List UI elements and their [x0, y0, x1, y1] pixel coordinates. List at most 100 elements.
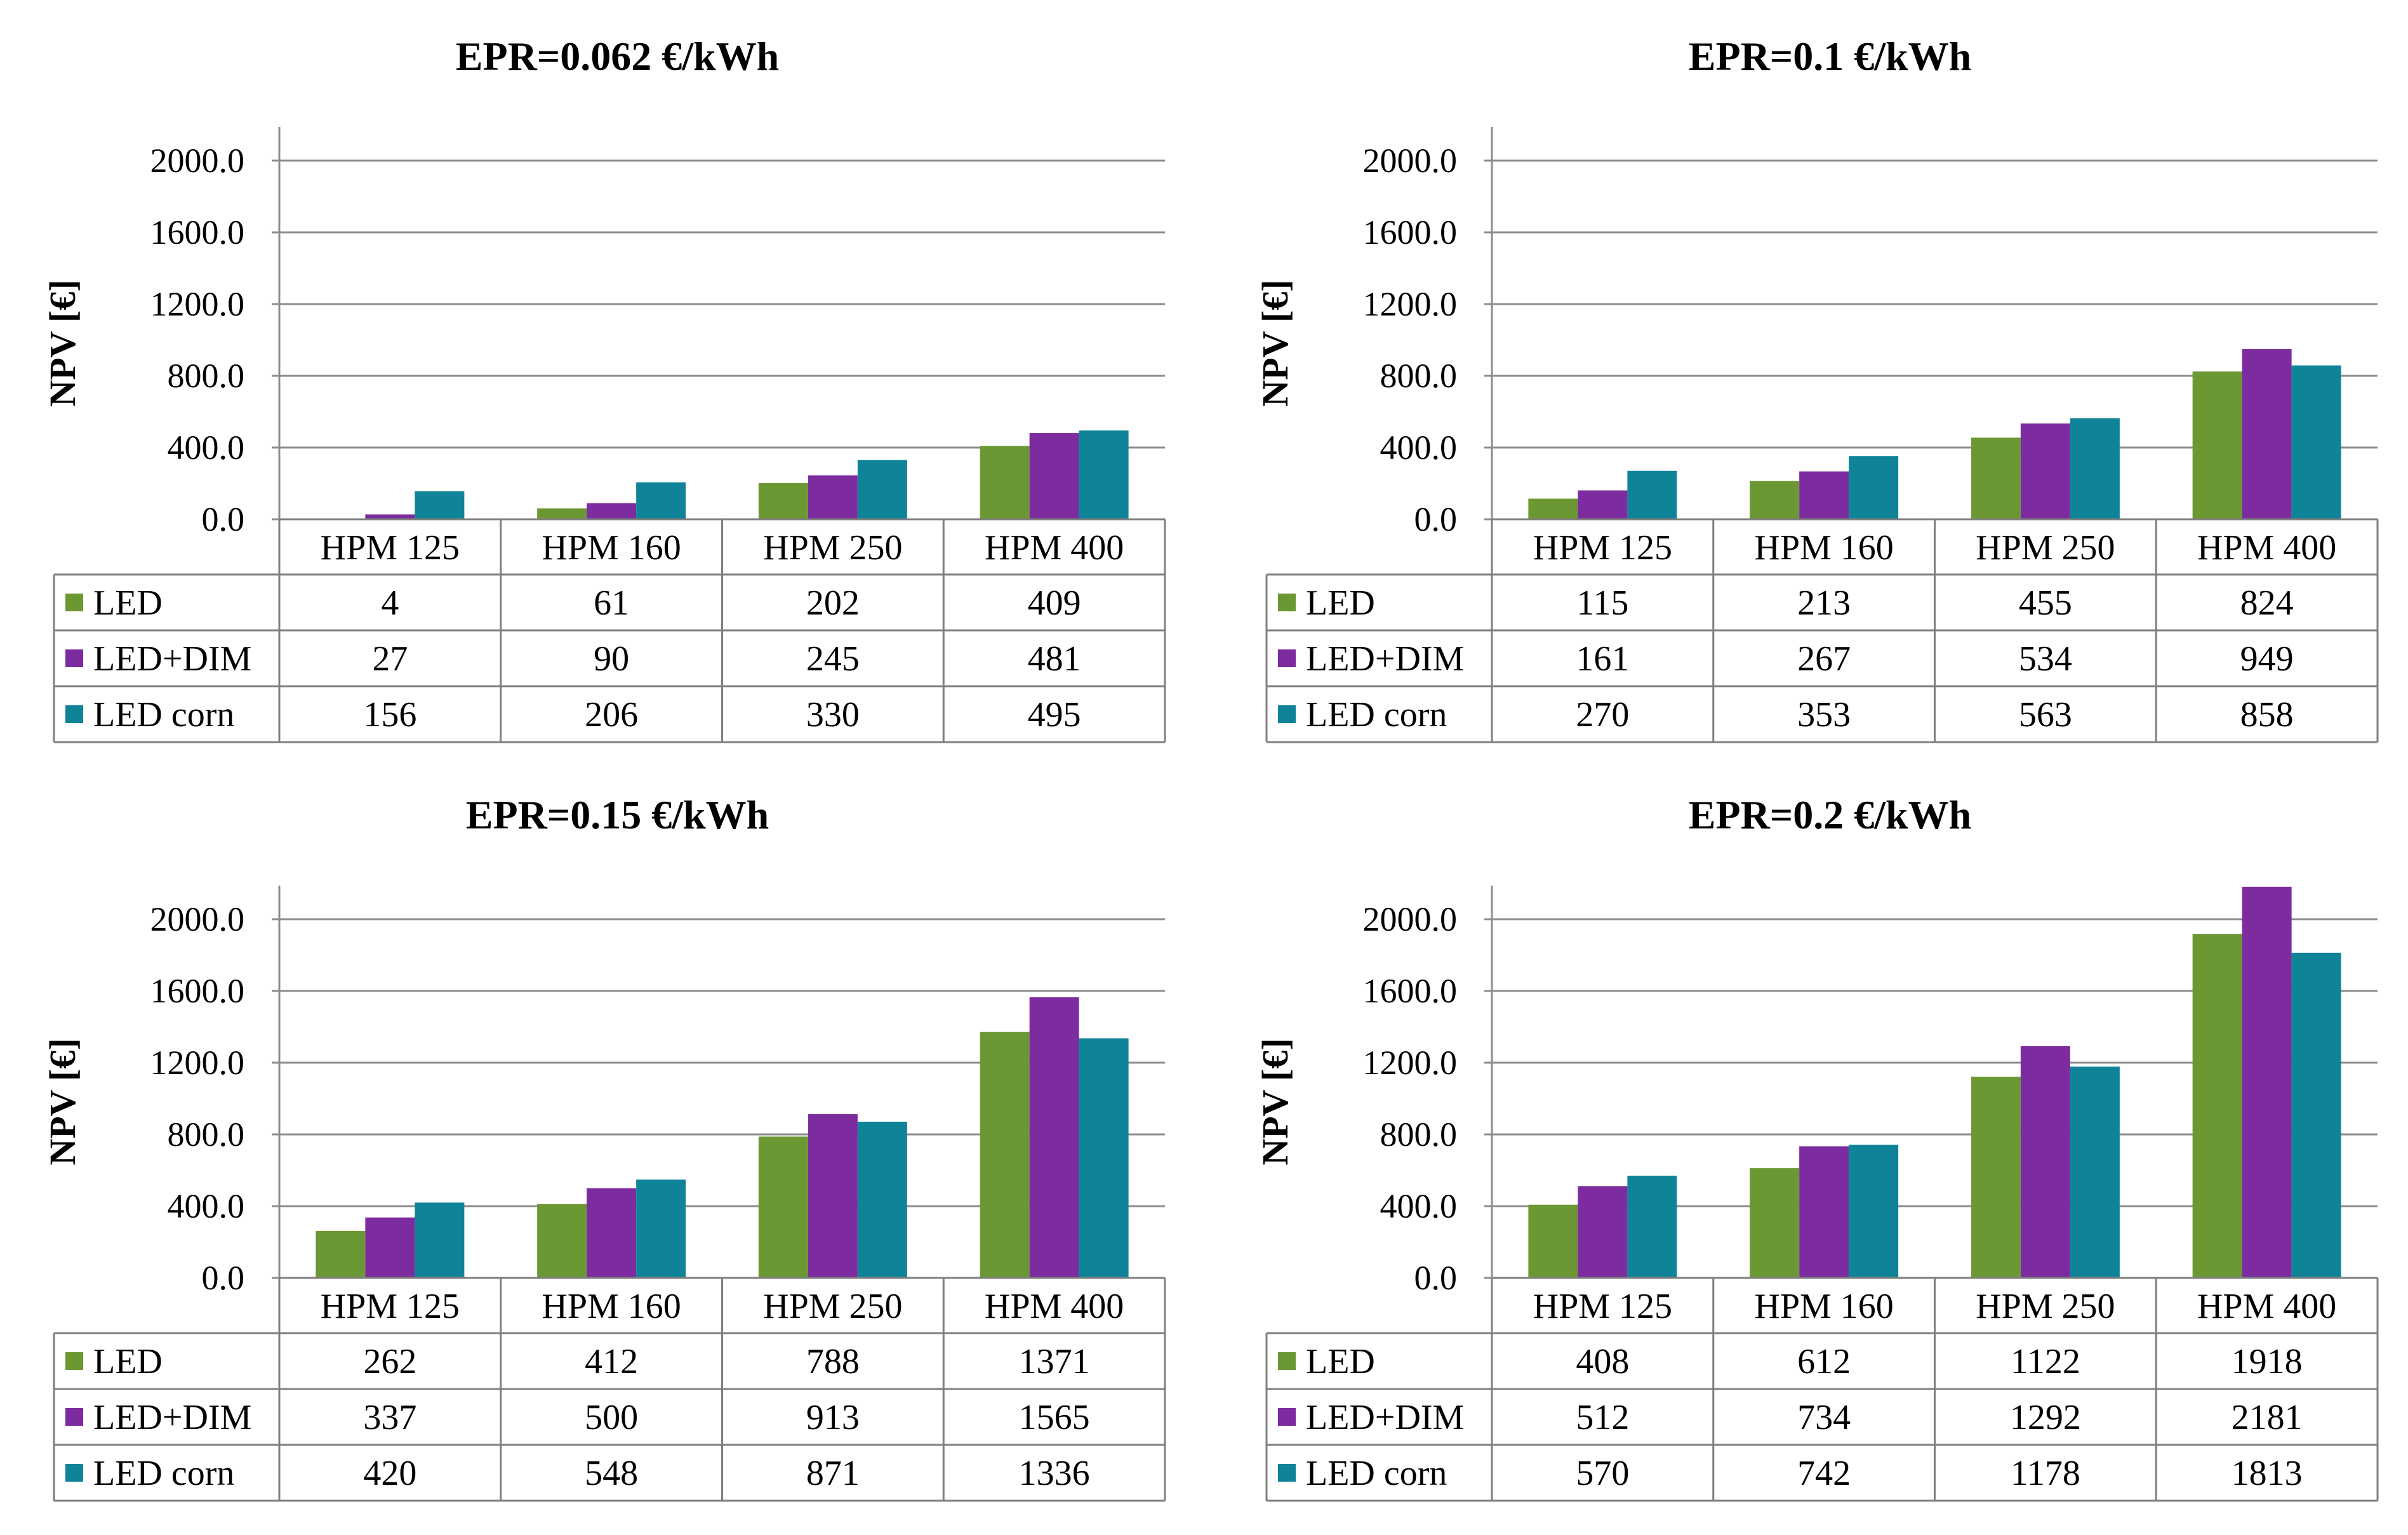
data-table-value: 61: [594, 583, 629, 623]
data-table-value: 267: [1797, 639, 1851, 679]
bar-led-2: [537, 1204, 587, 1278]
data-table-value: 337: [363, 1398, 416, 1437]
chart-panel-4: EPR=0.2 €/kWh NPV [€] 0.0 400.0 800.0 1200.0 1…: [1254, 792, 2379, 1502]
x-category-label: HPM 125: [321, 528, 460, 568]
bar-led-corn-4: [1079, 430, 1129, 519]
data-table-value: 412: [585, 1342, 638, 1381]
data-table-value: 788: [806, 1342, 860, 1381]
x-category-label: HPM 160: [1754, 1287, 1893, 1326]
x-category-label: HPM 400: [985, 1287, 1124, 1326]
bar-led-1: [1528, 498, 1578, 519]
data-table-value: 1178: [2011, 1454, 2080, 1493]
y-tick-label: 2000.0: [1363, 142, 1458, 180]
data-table-value: 1565: [1019, 1398, 1090, 1437]
y-axis-label: NPV [€]: [42, 279, 83, 406]
x-category-label: HPM 160: [1754, 528, 1893, 568]
data-table-value: 1918: [2232, 1342, 2303, 1381]
chart-title: EPR=0.2 €/kWh: [1689, 792, 1971, 837]
bar-led-3: [758, 1136, 808, 1278]
data-table-value: 262: [363, 1342, 416, 1381]
legend-label: LED: [93, 583, 163, 623]
chart-title: EPR=0.1 €/kWh: [1689, 34, 1971, 79]
y-tick-label: 1600.0: [150, 972, 245, 1010]
chart-panel-1: EPR=0.062 €/kWh NPV [€] 0.0 400.0 800.0 1200.…: [42, 34, 1166, 743]
bar-led-corn-3: [2070, 1067, 2120, 1278]
legend-swatch-led-dim: [65, 649, 83, 667]
x-category-label: HPM 400: [2197, 528, 2336, 568]
y-tick-label: 400.0: [168, 1187, 245, 1225]
legend-swatch-led-dim: [65, 1408, 83, 1426]
y-axis-label: NPV [€]: [42, 1038, 83, 1165]
data-table-value: 2181: [2232, 1398, 2303, 1437]
data-table-value: 734: [1797, 1398, 1851, 1437]
x-category-label: HPM 250: [1976, 528, 2115, 568]
data-table-value: 500: [585, 1398, 638, 1437]
data-table-value: 330: [806, 695, 860, 734]
bar-led-dim-4: [1029, 997, 1079, 1278]
bar-led-2: [1750, 1168, 1800, 1278]
bar-led-corn-1: [1627, 470, 1677, 519]
bar-led-dim-4: [2242, 886, 2292, 1278]
legend-swatch-led: [65, 594, 83, 611]
data-table-value: 824: [2240, 583, 2294, 623]
legend-swatch-led-corn: [65, 705, 83, 723]
y-tick-label: 1600.0: [1363, 213, 1458, 251]
data-table-value: 949: [2240, 639, 2294, 679]
legend-label: LED+DIM: [1306, 639, 1464, 679]
y-tick-label: 800.0: [168, 1115, 245, 1153]
data-table-value: 481: [1028, 639, 1081, 679]
bar-led-corn-2: [636, 482, 686, 519]
x-category-label: HPM 125: [1533, 1287, 1672, 1326]
bar-led-dim-3: [808, 475, 858, 519]
bar-led-corn-2: [1849, 1145, 1899, 1278]
data-table-value: 245: [806, 639, 860, 679]
data-table-value: 871: [806, 1454, 860, 1493]
bar-led-4: [980, 446, 1030, 519]
bar-led-corn-1: [415, 1202, 465, 1278]
legend-label: LED: [93, 1342, 163, 1381]
bar-led-corn-4: [1079, 1038, 1129, 1278]
bar-led-dim-2: [587, 503, 637, 519]
data-table-value: 115: [1576, 583, 1628, 623]
legend-label: LED corn: [93, 1454, 234, 1493]
bar-led-dim-1: [365, 1217, 415, 1278]
bar-led-corn-4: [2291, 365, 2341, 519]
legend-swatch-led: [1278, 594, 1296, 611]
x-category-label: HPM 400: [985, 528, 1124, 568]
y-tick-label: 0.0: [202, 1259, 245, 1297]
bar-led-dim-2: [1799, 1146, 1849, 1278]
chart-panel-3: EPR=0.15 €/kWh NPV [€] 0.0 400.0 800.0 1200.0…: [42, 792, 1166, 1502]
data-table-value: 455: [2019, 583, 2072, 623]
data-table-value: 1813: [2232, 1454, 2303, 1493]
data-table-value: 156: [363, 695, 416, 734]
y-tick-label: 1600.0: [1363, 972, 1458, 1010]
x-category-label: HPM 160: [542, 528, 681, 568]
bar-led-3: [758, 482, 808, 519]
bar-led-2: [1750, 481, 1800, 519]
chart-panel-2: EPR=0.1 €/kWh NPV [€] 0.0 400.0 800.0 1200.0 1…: [1254, 34, 2379, 743]
data-table-value: 420: [363, 1454, 416, 1493]
x-category-label: HPM 125: [1533, 528, 1672, 568]
data-table-value: 534: [2019, 639, 2072, 679]
legend-label: LED+DIM: [93, 1398, 251, 1437]
bar-led-dim-1: [1578, 1186, 1628, 1278]
y-tick-label: 1200.0: [150, 285, 245, 323]
bar-led-dim-3: [2020, 1046, 2070, 1278]
bar-led-dim-4: [2242, 349, 2292, 519]
bar-led-1: [1528, 1204, 1578, 1278]
legend-swatch-led-dim: [1278, 649, 1296, 667]
legend-label: LED+DIM: [93, 639, 251, 679]
data-table-value: 512: [1576, 1398, 1629, 1437]
legend-swatch-led: [1278, 1352, 1296, 1370]
legend-swatch-led-corn: [65, 1464, 83, 1482]
data-table-value: 206: [585, 695, 638, 734]
bar-led-3: [1971, 1077, 2021, 1278]
bar-led-4: [2192, 934, 2242, 1278]
y-tick-label: 0.0: [1414, 1259, 1458, 1297]
x-category-label: HPM 400: [2197, 1287, 2336, 1326]
y-tick-label: 1200.0: [1363, 1044, 1458, 1082]
data-table-value: 408: [1576, 1342, 1629, 1381]
data-table-value: 563: [2019, 695, 2072, 734]
